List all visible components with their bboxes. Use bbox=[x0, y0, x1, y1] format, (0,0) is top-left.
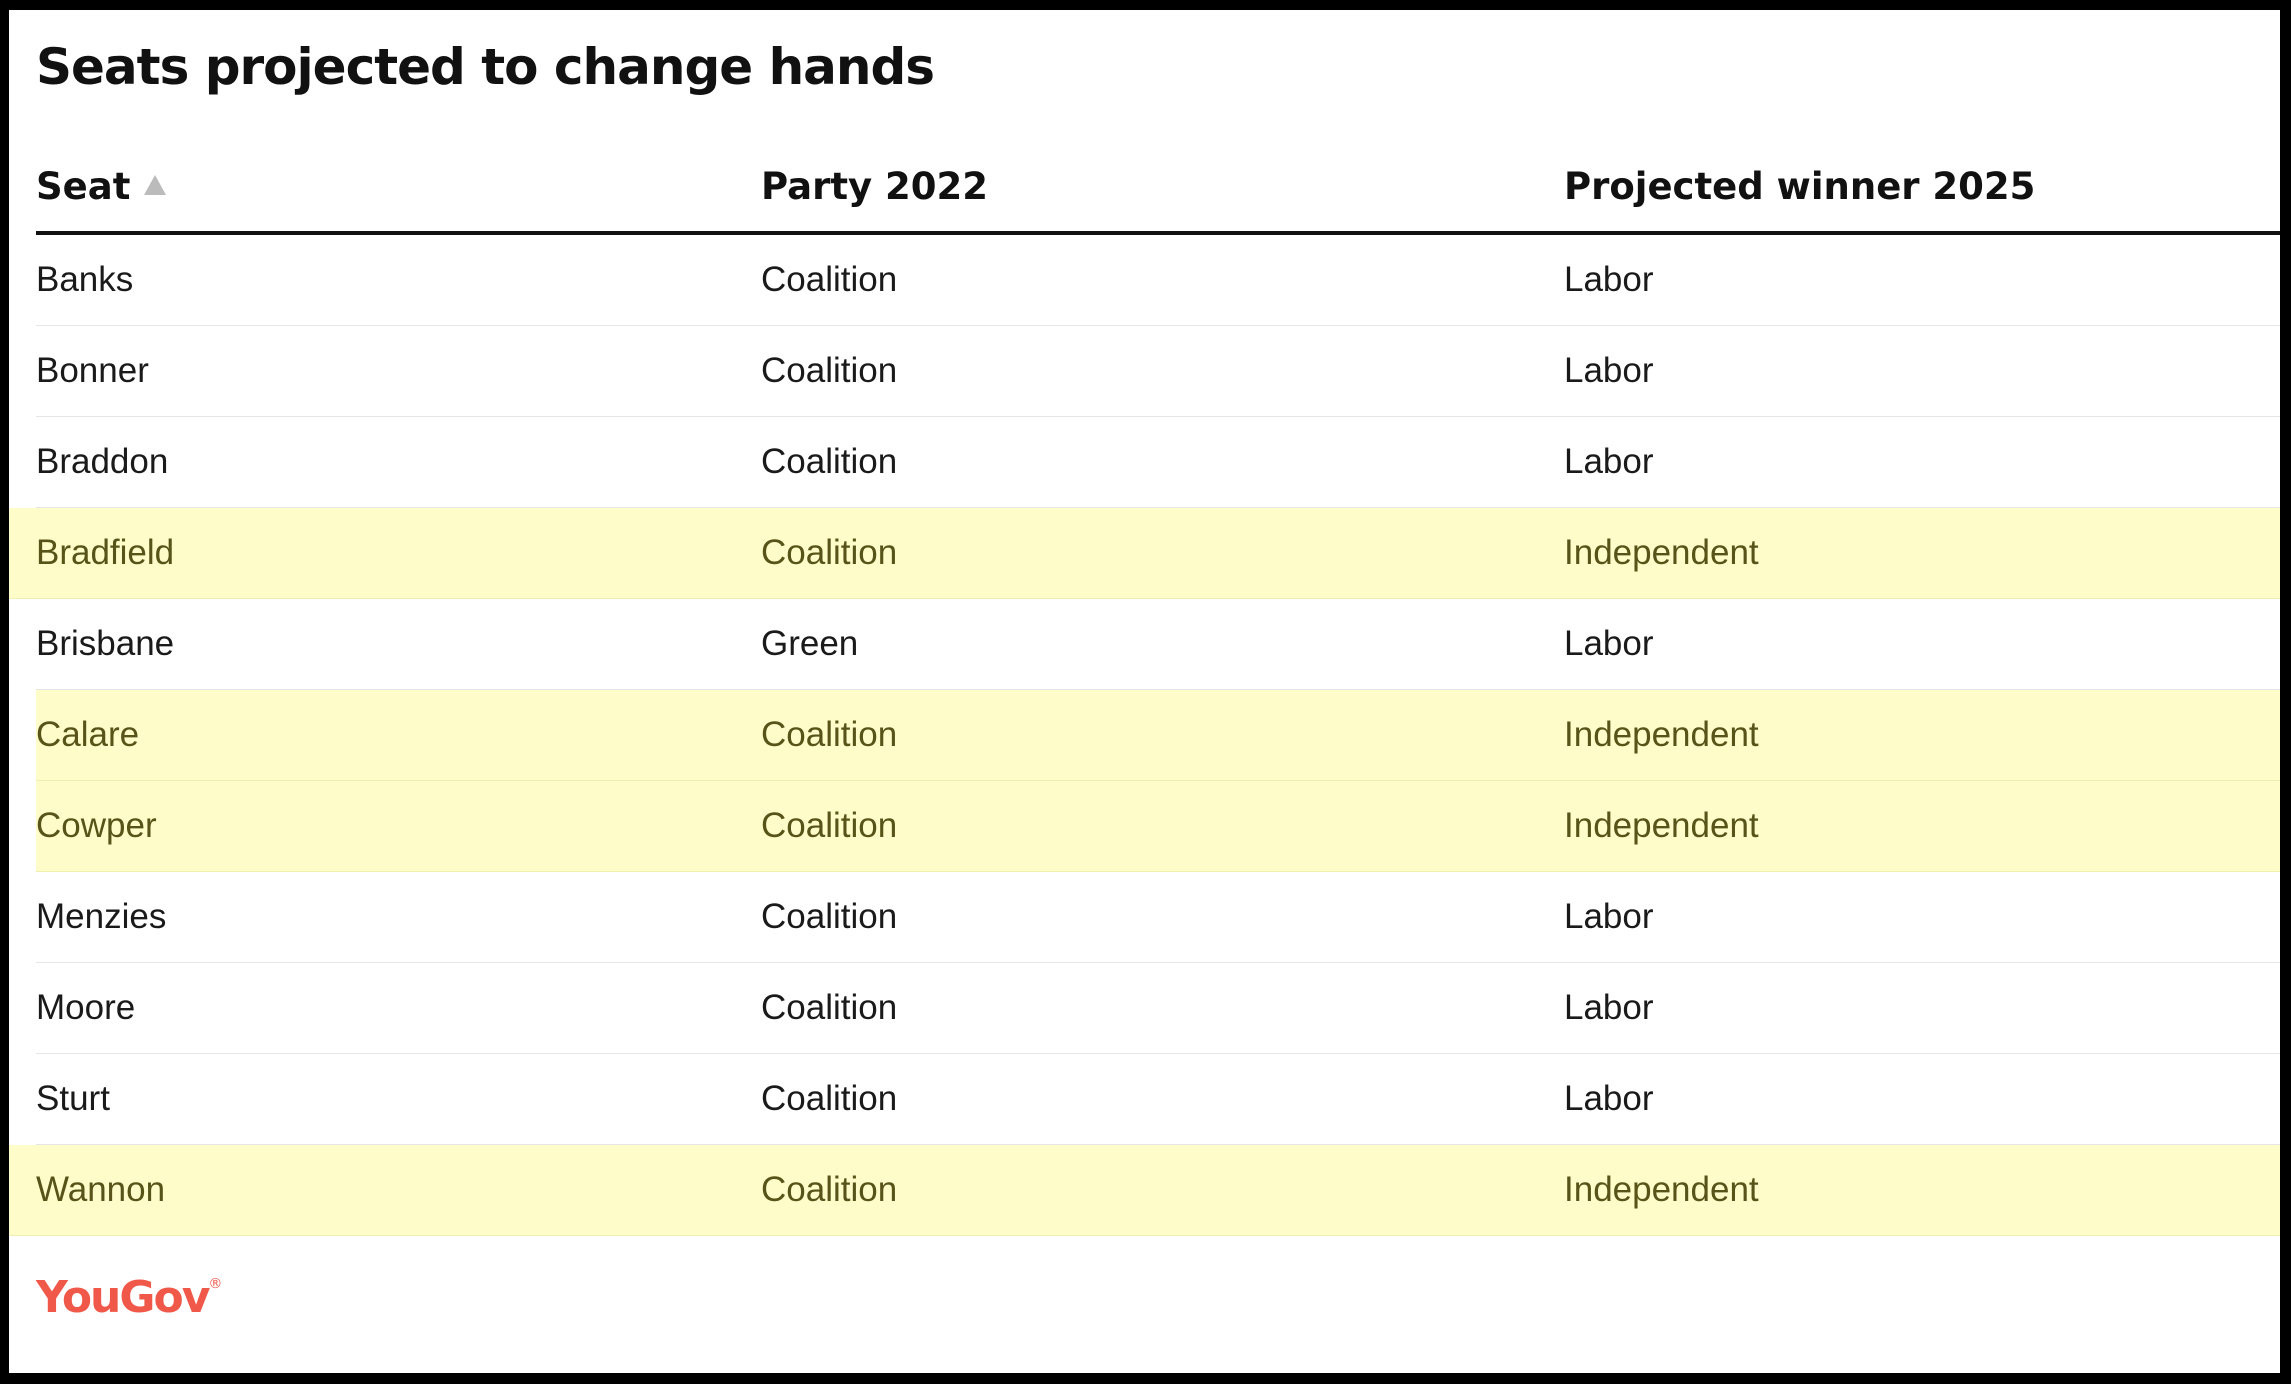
cell-winner-2025: Labor bbox=[1564, 624, 1654, 663]
table-body: Banks Coalition Labor Bonner Coalition Labor B… bbox=[9, 235, 2280, 1236]
cell-seat: Moore bbox=[36, 988, 136, 1027]
cell-seat: Calare bbox=[36, 715, 140, 754]
cell-winner-2025: Labor bbox=[1564, 1079, 1654, 1118]
table-row: Wannon Coalition Independent bbox=[9, 1145, 2280, 1236]
cell-party-2022: Coalition bbox=[761, 533, 898, 572]
column-header-party-2022[interactable]: Party 2022 bbox=[761, 165, 988, 208]
column-header-seat[interactable]: Seat bbox=[36, 165, 167, 208]
table-row: Brisbane Green Labor bbox=[36, 599, 2280, 690]
cell-party-2022: Coalition bbox=[761, 806, 898, 845]
table-row: Calare Coalition Independent bbox=[36, 690, 2280, 781]
cell-party-2022: Coalition bbox=[761, 260, 898, 299]
cell-party-2022: Green bbox=[761, 624, 859, 663]
cell-winner-2025: Independent bbox=[1564, 533, 1759, 572]
table-row: Cowper Coalition Independent bbox=[36, 781, 2280, 872]
cell-party-2022: Coalition bbox=[761, 715, 898, 754]
cell-seat: Wannon bbox=[36, 1170, 166, 1209]
cell-party-2022: Coalition bbox=[761, 1079, 898, 1118]
cell-party-2022: Coalition bbox=[761, 897, 898, 936]
cell-seat: Brisbane bbox=[36, 624, 175, 663]
cell-winner-2025: Labor bbox=[1564, 351, 1654, 390]
yougov-logo-text: YouGov bbox=[36, 1272, 210, 1323]
cell-seat: Sturt bbox=[36, 1079, 110, 1118]
cell-winner-2025: Independent bbox=[1564, 1170, 1759, 1209]
table-header-row: Seat Party 2022 Projected winner 2025 bbox=[36, 155, 2280, 235]
table-row: Banks Coalition Labor bbox=[36, 235, 2280, 326]
cell-winner-2025: Labor bbox=[1564, 897, 1654, 936]
cell-seat: Banks bbox=[36, 260, 134, 299]
table-row: Bonner Coalition Labor bbox=[36, 326, 2280, 417]
table-title: Seats projected to change hands bbox=[36, 38, 935, 96]
table-row: Moore Coalition Labor bbox=[36, 963, 2280, 1054]
cell-seat: Bradfield bbox=[36, 533, 175, 572]
cell-winner-2025: Independent bbox=[1564, 806, 1759, 845]
column-header-winner-2025-label: Projected winner 2025 bbox=[1564, 165, 2036, 208]
table-row: Bradfield Coalition Independent bbox=[9, 508, 2280, 599]
table-card: Seats projected to change hands Seat Par… bbox=[9, 10, 2280, 1373]
cell-party-2022: Coalition bbox=[761, 351, 898, 390]
cell-seat: Menzies bbox=[36, 897, 167, 936]
cell-party-2022: Coalition bbox=[761, 442, 898, 481]
cell-seat: Braddon bbox=[36, 442, 169, 481]
cell-winner-2025: Independent bbox=[1564, 715, 1759, 754]
registered-mark-icon: ® bbox=[208, 1276, 223, 1292]
column-header-seat-label: Seat bbox=[36, 165, 131, 208]
cell-party-2022: Coalition bbox=[761, 988, 898, 1027]
column-header-winner-2025[interactable]: Projected winner 2025 bbox=[1564, 165, 2035, 208]
cell-winner-2025: Labor bbox=[1564, 260, 1654, 299]
yougov-logo: YouGov® bbox=[36, 1272, 222, 1323]
table-row: Braddon Coalition Labor bbox=[36, 417, 2280, 508]
table-row: Menzies Coalition Labor bbox=[36, 872, 2280, 963]
column-header-party-2022-label: Party 2022 bbox=[761, 165, 989, 208]
cell-seat: Bonner bbox=[36, 351, 149, 390]
cell-winner-2025: Labor bbox=[1564, 442, 1654, 481]
cell-winner-2025: Labor bbox=[1564, 988, 1654, 1027]
cell-seat: Cowper bbox=[36, 806, 157, 845]
table-row: Sturt Coalition Labor bbox=[36, 1054, 2280, 1145]
sort-up-icon[interactable] bbox=[144, 175, 167, 195]
cell-party-2022: Coalition bbox=[761, 1170, 898, 1209]
